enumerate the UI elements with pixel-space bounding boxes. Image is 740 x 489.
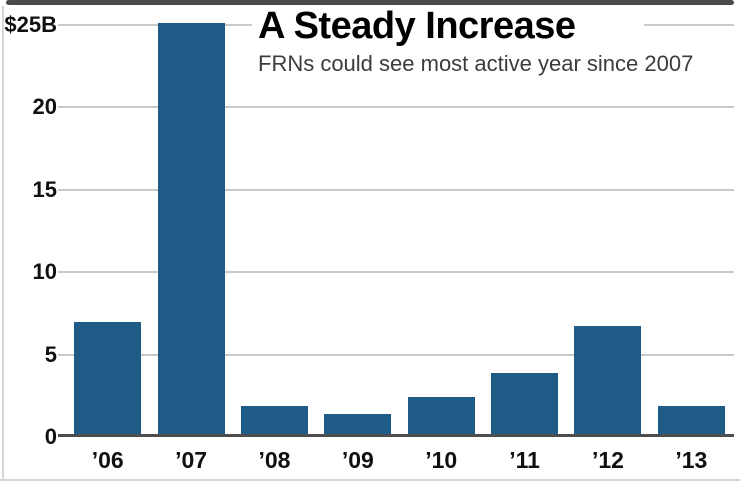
x-axis-label-’09: ’09 [341, 447, 374, 473]
y-axis-label-25: $25B [4, 11, 57, 37]
bar-slot-’10 [400, 23, 483, 437]
y-axis-label-5: 5 [44, 341, 57, 367]
y-axis-label-10: 10 [32, 259, 57, 284]
bottom-edge-line [0, 479, 740, 481]
y-axis-label-15: 15 [32, 176, 57, 202]
left-edge-line [2, 6, 4, 480]
title-block: A Steady Increase FRNs could see most ac… [252, 5, 694, 91]
bar-slot-’08 [233, 23, 316, 437]
bar-’11 [491, 372, 559, 437]
y-axis-label-0: 0 [44, 424, 57, 449]
x-axis-label-’07: ’07 [175, 447, 208, 473]
top-border [6, 0, 734, 5]
bar-’07 [157, 23, 225, 437]
plot-area [66, 23, 733, 437]
x-axis-label-’08: ’08 [258, 447, 291, 473]
bar-slot-’06 [66, 23, 149, 437]
gridline-10 [58, 271, 734, 273]
x-axis-label-’11: ’11 [509, 447, 540, 473]
gridline-15 [58, 188, 734, 191]
bar-slot-’11 [483, 23, 566, 437]
bar-slot-’07 [149, 23, 232, 437]
bar-’06 [74, 321, 142, 437]
bar-slot-’12 [566, 23, 649, 437]
x-axis-label-’10: ’10 [425, 447, 458, 473]
bar-’10 [407, 397, 475, 437]
x-axis-label-’13: ’13 [675, 447, 708, 473]
x-axis-labels: ’06 ’07 ’08 ’09 ’10 ’11 ’12 ’13 [66, 447, 733, 474]
x-axis-label-’12: ’12 [591, 447, 624, 473]
gridline-20 [58, 106, 734, 108]
chart-subtitle: FRNs could see most active year since 20… [258, 50, 694, 76]
bar-’12 [574, 326, 642, 437]
x-axis-line [58, 434, 734, 437]
y-axis-label-20: 20 [32, 94, 57, 119]
bar-’08 [240, 405, 308, 437]
bar-’09 [324, 413, 392, 437]
gridline-5 [58, 353, 734, 356]
chart-title: A Steady Increase [258, 5, 576, 47]
bar-’13 [657, 405, 725, 437]
bar-slot-’13 [650, 23, 733, 437]
x-axis-label-’06: ’06 [91, 447, 124, 473]
bar-slot-’09 [316, 23, 399, 437]
